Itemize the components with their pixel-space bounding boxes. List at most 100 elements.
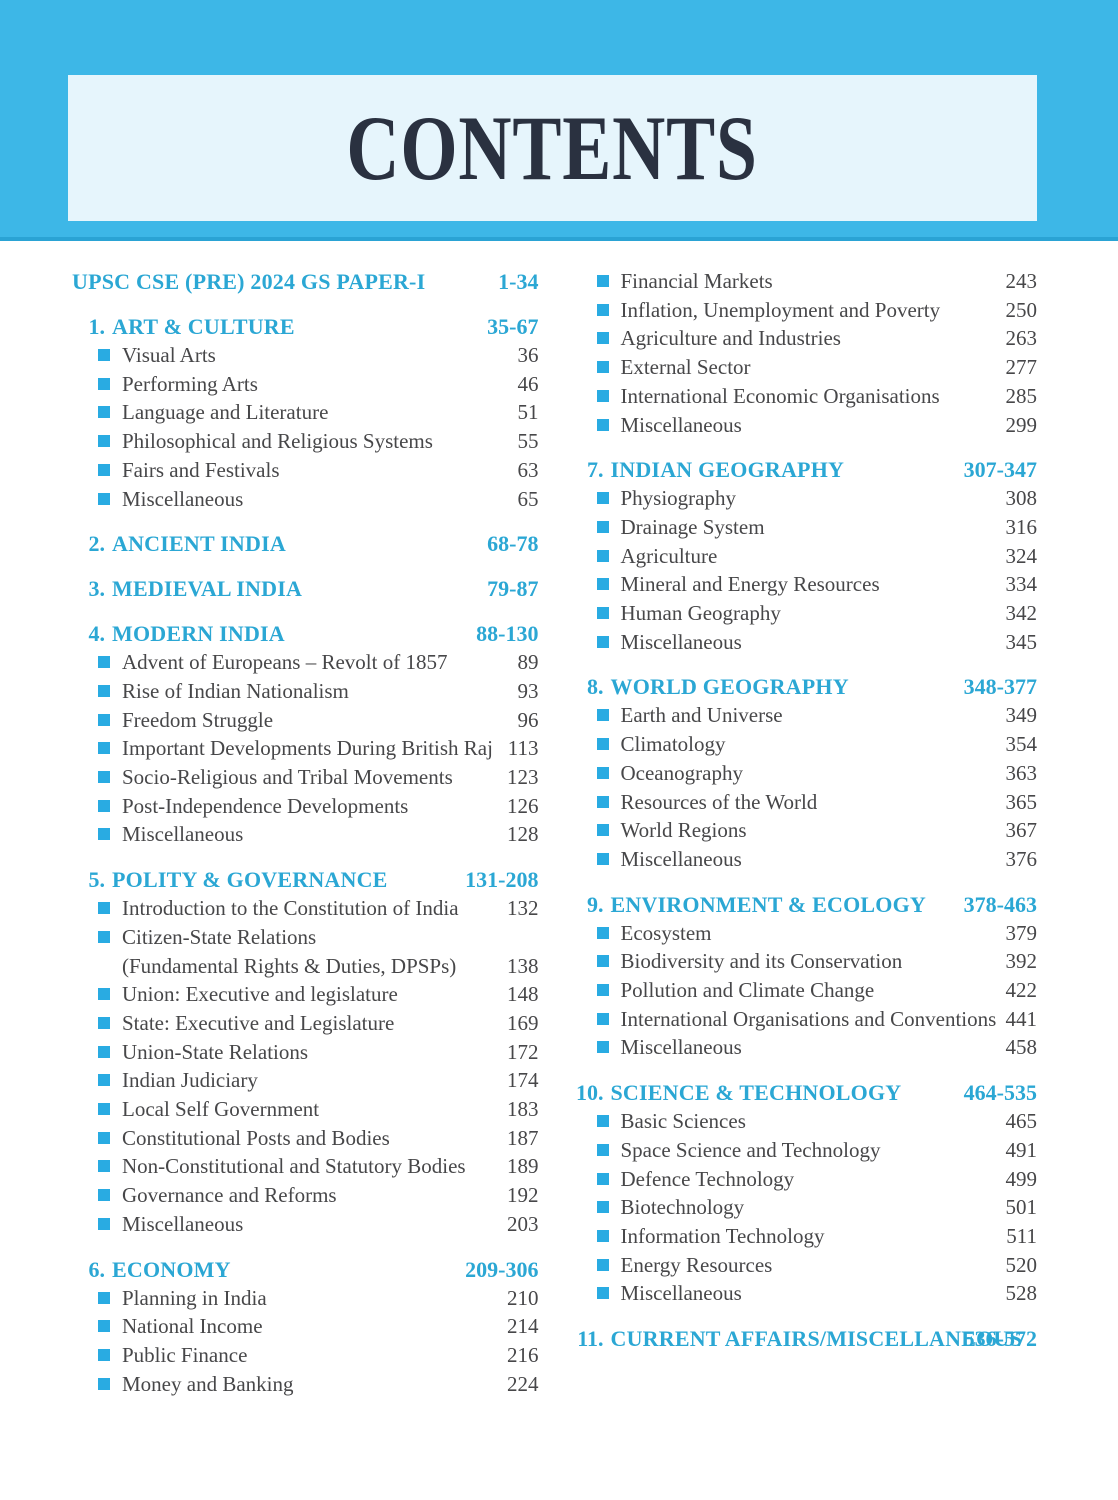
toc-item-label-line: Miscellaneous — [620, 846, 742, 871]
bullet-square-icon — [98, 492, 110, 505]
toc-item-label-line: International Economic Organisations — [620, 383, 940, 408]
toc-item-page: 499 — [1005, 1166, 1038, 1191]
section-number: 6. — [88, 1256, 106, 1282]
toc-item: State: Executive and Legislature 169 — [72, 1009, 539, 1038]
toc-item-label: Miscellaneous — [621, 845, 1000, 874]
section-heading: 10. SCIENCE & TECHNOLOGY 464-535 — [571, 1078, 1037, 1107]
section-title: UPSC CSE (PRE) 2024 GS PAPER-I — [72, 269, 426, 294]
bullet-square-icon — [98, 656, 110, 669]
toc-item-label: Visual Arts — [122, 341, 512, 370]
section-number: 8. — [587, 674, 604, 700]
toc-item-page: 354 — [1005, 732, 1038, 757]
page-title: CONTENTS — [346, 97, 759, 199]
bullet-square-icon — [596, 1172, 609, 1185]
toc-item: Financial Markets 243 — [571, 267, 1037, 296]
toc-item-page: 55 — [517, 429, 539, 454]
bullet-square-icon — [98, 1348, 110, 1361]
toc-section: 11. CURRENT AFFAIRS/MISCELLANEOUS 536-572 — [571, 1324, 1037, 1353]
toc-item-label-line: Space Science and Technology — [620, 1137, 881, 1162]
toc-item-label-line: Mineral and Energy Resources — [620, 572, 880, 597]
toc-item: Miscellaneous 458 — [571, 1033, 1038, 1062]
section-number: 4. — [88, 621, 106, 647]
bullet-square-icon — [596, 578, 609, 591]
toc-column-right: Financial Markets 243 Inflation, Unemploym… — [571, 267, 1038, 1398]
section-title: SCIENCE & TECHNOLOGY — [610, 1080, 902, 1106]
toc-item: Basic Sciences 465 — [571, 1107, 1037, 1136]
toc-item-label: Physiography — [621, 484, 1000, 513]
toc-item-label: Space Science and Technology — [621, 1136, 1000, 1165]
toc-item: Introduction to the Constitution of Indi… — [72, 894, 539, 923]
toc-item-page: 422 — [1005, 978, 1038, 1003]
toc-item: Drainage System 316 — [571, 513, 1037, 542]
bullet-square-icon — [596, 1041, 609, 1054]
bullet-square-icon — [98, 930, 110, 943]
bullet-square-icon — [596, 1258, 609, 1271]
toc-item-label-line: Energy Resources — [620, 1252, 773, 1277]
bullet-square-icon — [596, 955, 609, 968]
toc-item: Information Technology 511 — [571, 1222, 1037, 1251]
toc-item-label: Energy Resources — [621, 1251, 1000, 1280]
section-heading: 4. MODERN INDIA 88-130 — [72, 619, 539, 648]
toc-section: 6. ECONOMY 209-306 Planning in India 210 Nati… — [72, 1255, 539, 1399]
toc-item-page: 224 — [507, 1371, 539, 1396]
toc-item-label: Socio-Religious and Tribal Movements — [122, 763, 501, 792]
toc-item-label: Oceanography — [621, 759, 1000, 788]
toc-item: Language and Literature 51 — [72, 398, 539, 427]
toc-item-label: Financial Markets — [621, 267, 1000, 296]
toc-item-label-line: Philosophical and Religious Systems — [122, 429, 433, 454]
toc-item-label-line: Fairs and Festivals — [122, 457, 280, 482]
toc-item-label: Union-State Relations — [122, 1038, 501, 1067]
toc-item-page: 458 — [1005, 1035, 1038, 1060]
toc-column-left: UPSC CSE (PRE) 2024 GS PAPER-I 1-34 1. ART … — [72, 267, 539, 1398]
toc-item-label: Fairs and Festivals — [122, 456, 512, 485]
bullet-square-icon — [596, 492, 609, 505]
toc-item: Climatology 354 — [571, 730, 1038, 759]
section-heading: 7. INDIAN GEOGRAPHY 307-347 — [571, 455, 1037, 484]
toc-section: 8. WORLD GEOGRAPHY 348-377 Earth and Univer… — [571, 672, 1038, 874]
bullet-square-icon — [98, 684, 110, 697]
toc-item-page: 46 — [517, 371, 539, 396]
section-heading: 9. ENVIRONMENT & ECOLOGY 378-463 — [571, 890, 1037, 919]
toc-item-label-line: Biotechnology — [620, 1195, 745, 1220]
toc-item: Freedom Struggle 96 — [72, 706, 539, 735]
toc-item-page: 36 — [517, 343, 539, 367]
section-heading: 2. ANCIENT INDIA 68-78 — [72, 529, 539, 558]
toc-item: Rise of Indian Nationalism 93 — [72, 677, 539, 706]
toc-item-label: International Economic Organisations — [621, 382, 1000, 411]
toc-item-label-line: Information Technology — [620, 1223, 825, 1248]
toc-item: Mineral and Energy Resources 334 — [571, 570, 1037, 599]
toc-item-label-line: Socio-Religious and Tribal Movements — [122, 765, 453, 790]
bullet-square-icon — [596, 520, 609, 533]
section-heading: 6. ECONOMY 209-306 — [72, 1255, 539, 1284]
toc-item: Agriculture and Industries 263 — [571, 324, 1037, 353]
toc-item-label-line: Resources of the World — [620, 789, 818, 814]
bullet-square-icon — [98, 406, 110, 419]
toc-item-label-line: Earth and Universe — [620, 703, 783, 728]
toc-item-label-line: Miscellaneous — [122, 1211, 244, 1236]
toc-item: Miscellaneous 345 — [571, 628, 1037, 657]
toc-item-label-line: Miscellaneous — [620, 1035, 742, 1060]
toc-item-page: 63 — [517, 457, 539, 482]
toc-item-label: Public Finance — [122, 1341, 501, 1370]
bullet-square-icon — [98, 1291, 110, 1304]
section-title: CURRENT AFFAIRS/MISCELLANEOUS — [610, 1326, 1022, 1352]
toc-item-page: 324 — [1005, 543, 1038, 568]
bullet-square-icon — [596, 303, 609, 316]
toc-item-label: Language and Literature — [122, 398, 512, 427]
toc-item-label: Ecosystem — [621, 919, 1000, 948]
bullet-square-icon — [596, 1143, 609, 1156]
bullet-square-icon — [98, 1045, 110, 1058]
toc-item-label-line: Advent of Europeans – Revolt of 1857 — [122, 650, 448, 675]
toc-item: International Organisations and Conventi… — [571, 1005, 1037, 1034]
section-page-range: 464-535 — [963, 1080, 1037, 1106]
bullet-square-icon — [596, 389, 609, 402]
bullet-square-icon — [98, 1074, 110, 1087]
toc-item-page: 299 — [1005, 412, 1038, 437]
toc-item-page: 216 — [507, 1342, 539, 1367]
bullet-square-icon — [596, 984, 609, 997]
toc-item-label: Agriculture and Industries — [621, 324, 1000, 353]
toc-item-page: 148 — [507, 982, 539, 1007]
contents-title-box: CONTENTS — [68, 75, 1037, 221]
section-number: 3. — [88, 576, 106, 602]
bullet-square-icon — [596, 418, 609, 431]
